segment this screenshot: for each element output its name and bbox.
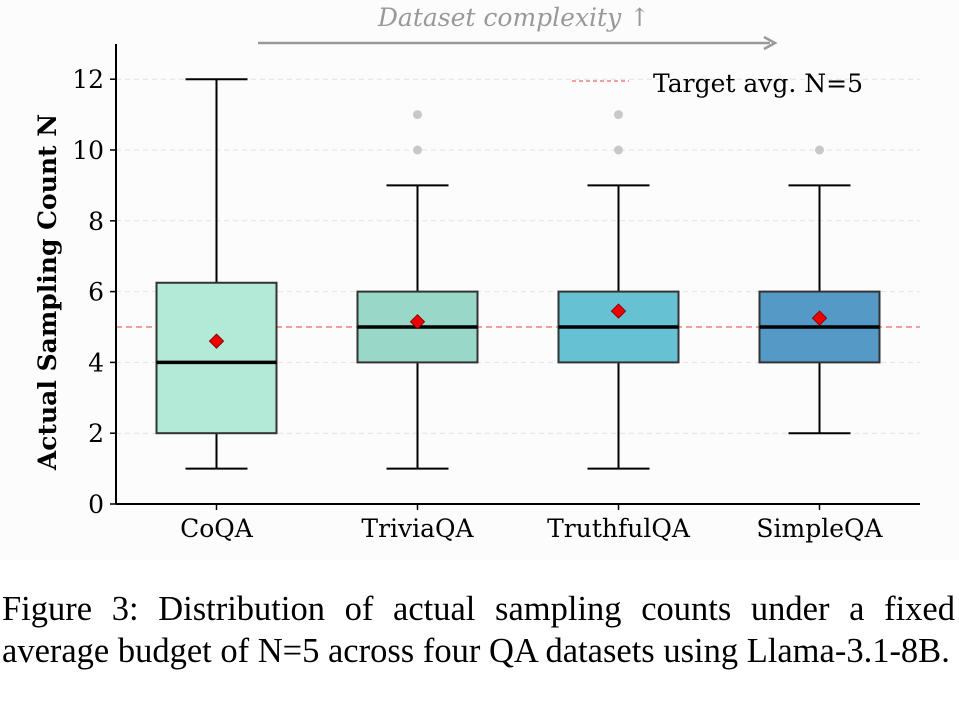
y-axis-label: Actual Sampling Count N	[33, 114, 62, 471]
mean-marker	[409, 313, 426, 330]
boxes	[155, 78, 881, 470]
outlier-point	[815, 145, 824, 155]
x-tick-label: SimpleQA	[756, 514, 883, 543]
x-tick-label: CoQA	[180, 514, 254, 543]
outlier-point	[413, 110, 422, 120]
outlier-point	[614, 145, 623, 155]
legend-label: Target avg. N=5	[653, 69, 863, 98]
mean-marker	[610, 303, 627, 319]
complexity-annotation: Dataset complexity ↑	[377, 3, 650, 32]
x-tick-label: TruthfulQA	[547, 514, 691, 543]
figure-caption: Figure 3: Distribution of actual samplin…	[2, 590, 955, 670]
box-simpleqa	[758, 145, 881, 435]
y-tick-label: 10	[72, 136, 104, 165]
outlier-point	[413, 145, 422, 155]
y-tick-label: 0	[88, 490, 104, 519]
y-tick-label: 2	[88, 419, 104, 448]
mean-marker	[208, 333, 225, 349]
y-tick-label: 4	[88, 348, 104, 377]
mean-marker	[811, 310, 828, 326]
box-coqa	[155, 78, 278, 470]
y-tick-label: 12	[72, 65, 104, 94]
iqr-box	[155, 281, 278, 435]
y-ticks: 0 2 4 6 8 10 12	[72, 65, 116, 519]
box-truthfulqa	[557, 110, 680, 470]
complexity-arrow	[258, 35, 778, 51]
legend: Target avg. N=5	[572, 69, 863, 98]
outlier-point	[614, 110, 623, 120]
x-tick-label: TriviaQA	[361, 514, 474, 543]
box-triviaqa	[356, 110, 479, 470]
y-tick-label: 6	[88, 278, 104, 307]
x-ticks: CoQA TriviaQA TruthfulQA SimpleQA	[180, 504, 884, 543]
box-plot: 0 2 4 6 8 10 12 CoQA TriviaQA TruthfulQA SimpleQA…	[33, 3, 920, 543]
chart-area: 0 2 4 6 8 10 12 CoQA TriviaQA TruthfulQA SimpleQA…	[33, 3, 920, 543]
y-tick-label: 8	[88, 207, 104, 236]
